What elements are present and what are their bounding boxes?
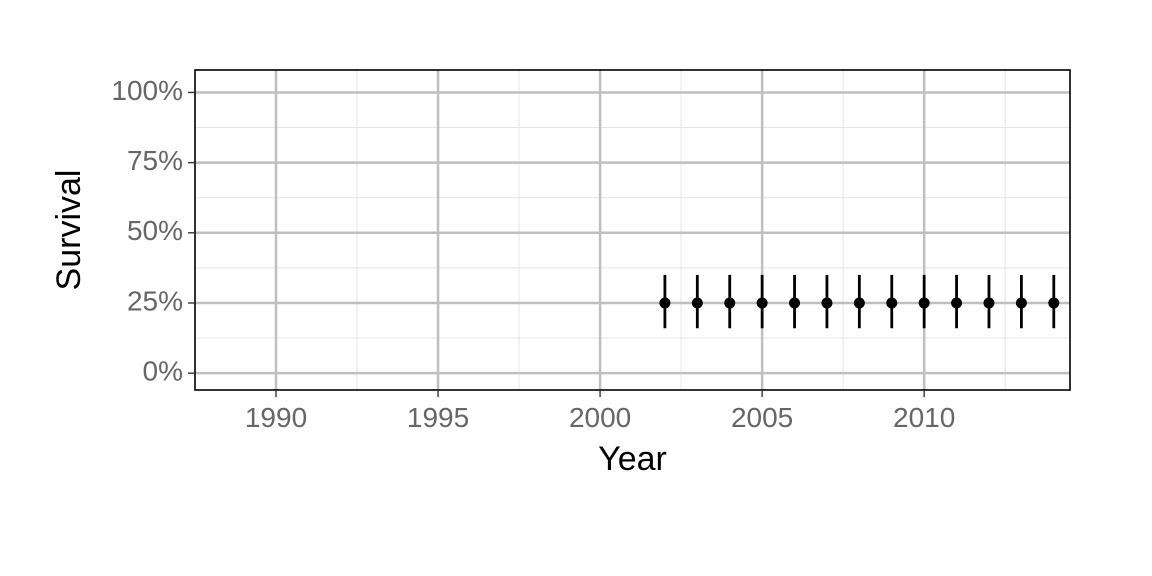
x-tick-label: 2010: [893, 402, 955, 433]
x-tick-label: 1995: [407, 402, 469, 433]
y-tick-label: 0%: [143, 356, 183, 387]
x-tick-label: 2005: [731, 402, 793, 433]
survival-chart: 0% 25% 50% 75% 100% 1990 1995 2000 2005 2010 Year S…: [0, 0, 1152, 576]
x-tick-label: 2000: [569, 402, 631, 433]
y-tick-label: 25%: [127, 285, 183, 316]
y-tick-label: 100%: [111, 75, 183, 106]
chart-svg: 0% 25% 50% 75% 100% 1990 1995 2000 2005 2010 Year S…: [0, 0, 1152, 576]
y-tick-label: 50%: [127, 215, 183, 246]
y-tick-label: 75%: [127, 145, 183, 176]
x-tick-label: 1990: [245, 402, 307, 433]
y-axis-title: Survival: [50, 170, 88, 291]
x-axis-title: Year: [598, 440, 667, 478]
